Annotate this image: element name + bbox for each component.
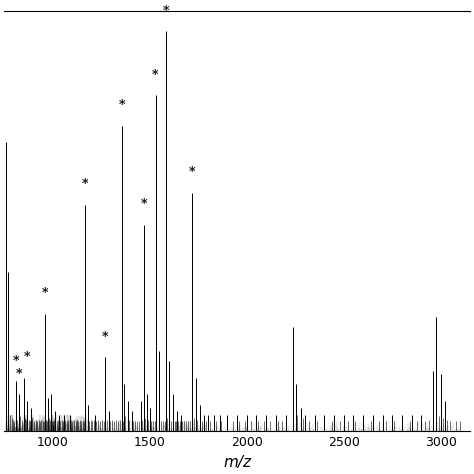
Text: *: *: [189, 166, 196, 179]
Text: *: *: [12, 355, 19, 367]
Text: *: *: [118, 99, 125, 112]
Text: *: *: [42, 287, 48, 301]
X-axis label: m/z: m/z: [223, 455, 251, 470]
Text: *: *: [152, 69, 159, 82]
Text: *: *: [16, 368, 22, 381]
Text: *: *: [82, 178, 89, 191]
Text: *: *: [141, 198, 147, 211]
Text: *: *: [102, 331, 109, 344]
Text: *: *: [163, 5, 169, 18]
Text: *: *: [24, 351, 31, 364]
